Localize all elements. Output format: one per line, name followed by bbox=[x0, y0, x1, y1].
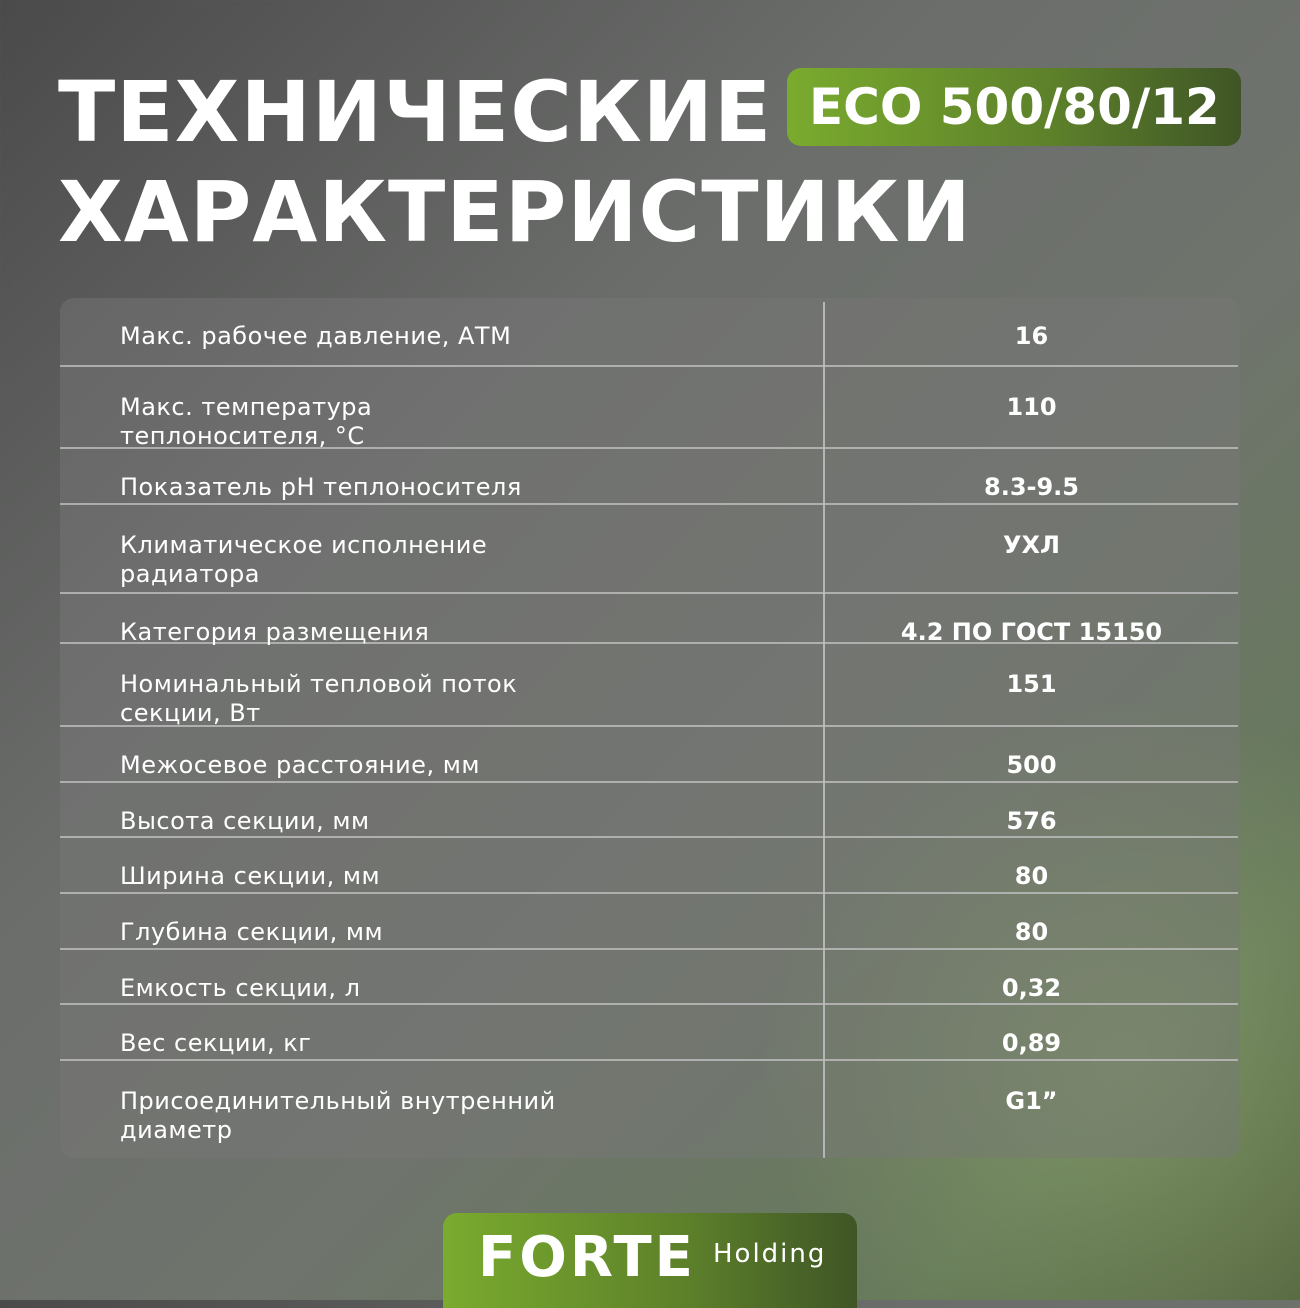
spec-label: Высота секции, мм bbox=[120, 807, 370, 835]
title-line-2: ХАРАКТЕРИСТИКИ bbox=[58, 163, 972, 261]
brand-logo: FORTE Holding bbox=[443, 1213, 857, 1308]
brand-name: FORTE bbox=[478, 1225, 696, 1290]
spec-row: Межосевое расстояние, мм 500 bbox=[60, 727, 1238, 783]
spec-value: 80 bbox=[1014, 918, 1049, 946]
spec-label: Климатическое исполнение радиатора bbox=[120, 531, 488, 588]
spec-label: Показатель pH теплоносителя bbox=[120, 473, 522, 501]
model-badge: ECO 500/80/12 bbox=[787, 68, 1241, 146]
spec-value: 4.2 ПО ГОСТ 15150 bbox=[900, 618, 1163, 646]
spec-row: Макс. температура теплоносителя, °С 110 bbox=[60, 367, 1238, 450]
spec-label: Межосевое расстояние, мм bbox=[120, 751, 480, 779]
spec-label: Глубина секции, мм bbox=[120, 918, 384, 946]
spec-value: 576 bbox=[1006, 807, 1057, 835]
spec-row: Глубина секции, мм 80 bbox=[60, 894, 1238, 950]
column-divider bbox=[823, 302, 825, 1158]
spec-row: Присоединительный внутренний диаметр G1” bbox=[60, 1061, 1238, 1158]
spec-value: УХЛ bbox=[1003, 531, 1060, 559]
spec-value: 0,89 bbox=[1001, 1029, 1062, 1057]
spec-value: 80 bbox=[1014, 862, 1049, 890]
spec-value: 151 bbox=[1006, 670, 1057, 698]
page-title: ТЕХНИЧЕСКИЕ ХАРАКТЕРИСТИКИ bbox=[58, 62, 972, 262]
spec-value: 0,32 bbox=[1001, 974, 1062, 1002]
spec-row: Вес секции, кг 0,89 bbox=[60, 1005, 1238, 1061]
spec-value: 110 bbox=[1006, 393, 1057, 421]
spec-row: Макс. рабочее давление, АТМ 16 bbox=[60, 298, 1238, 367]
spec-row: Категория размещения 4.2 ПО ГОСТ 15150 bbox=[60, 594, 1238, 646]
spec-table: Макс. рабочее давление, АТМ 16 Макс. темпе… bbox=[60, 298, 1240, 1158]
spec-value: 8.3-9.5 bbox=[984, 473, 1079, 501]
spec-row: Емкость секции, л 0,32 bbox=[60, 950, 1238, 1005]
background-glow bbox=[700, 700, 1300, 1300]
brand-sub: Holding bbox=[713, 1239, 827, 1269]
spec-value: G1” bbox=[1005, 1087, 1058, 1115]
title-line-1: ТЕХНИЧЕСКИЕ bbox=[58, 63, 773, 161]
spec-row: Ширина секции, мм 80 bbox=[60, 838, 1238, 894]
spec-label: Емкость секции, л bbox=[120, 974, 361, 1002]
spec-row: Показатель pH теплоносителя 8.3-9.5 bbox=[60, 449, 1238, 505]
spec-label: Вес секции, кг bbox=[120, 1029, 312, 1057]
spec-row: Высота секции, мм 576 bbox=[60, 783, 1238, 838]
spec-value: 500 bbox=[1006, 751, 1057, 779]
spec-label: Номинальный тепловой поток секции, Вт bbox=[120, 670, 518, 727]
spec-label: Макс. рабочее давление, АТМ bbox=[120, 322, 512, 350]
spec-row: Климатическое исполнение радиатора УХЛ bbox=[60, 505, 1238, 594]
spec-label: Категория размещения bbox=[120, 618, 430, 646]
spec-label: Ширина секции, мм bbox=[120, 862, 381, 890]
spec-label: Присоединительный внутренний диаметр bbox=[120, 1087, 556, 1144]
spec-value: 16 bbox=[1014, 322, 1049, 350]
spec-label: Макс. температура теплоносителя, °С bbox=[120, 393, 373, 450]
spec-row: Номинальный тепловой поток секции, Вт 151 bbox=[60, 644, 1238, 727]
